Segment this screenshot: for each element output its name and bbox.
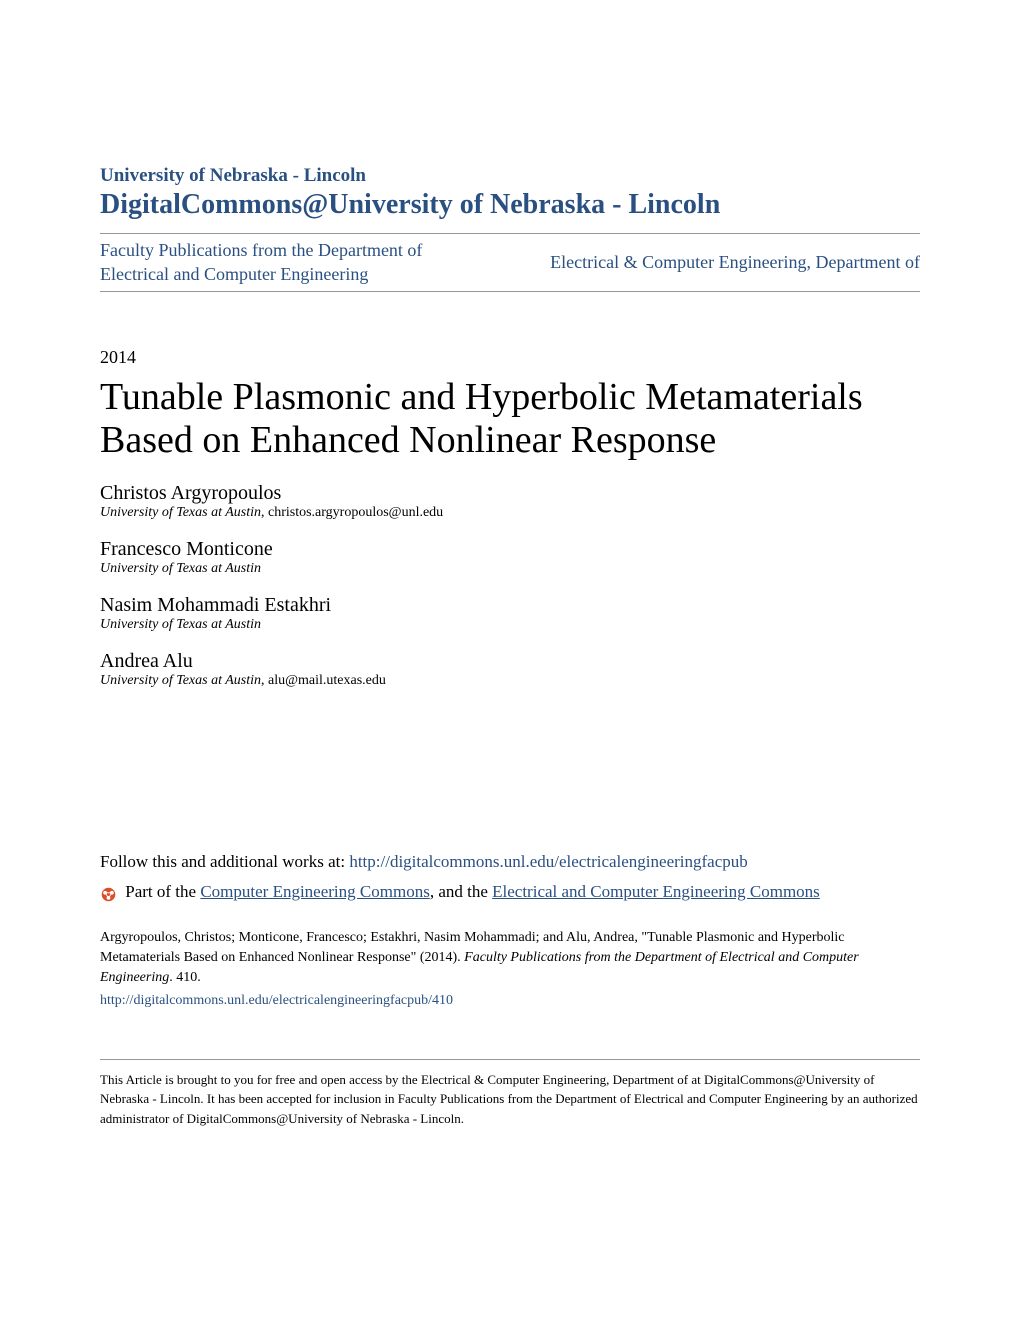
citation-text-2: . 410. <box>169 970 201 985</box>
network-icon <box>100 885 117 902</box>
citation-url-link[interactable]: http://digitalcommons.unl.edu/electrical… <box>100 991 920 1011</box>
and-the-text: , and the <box>430 882 492 901</box>
follow-url-link[interactable]: http://digitalcommons.unl.edu/electrical… <box>349 852 747 871</box>
author-block: Nasim Mohammadi Estakhri University of T… <box>100 593 920 633</box>
author-affiliation: University of Texas at Austin <box>100 617 920 633</box>
author-block: Christos Argyropoulos University of Texa… <box>100 481 920 521</box>
author-affiliation: University of Texas at Austin, alu@mail.… <box>100 673 920 689</box>
commons-link-1[interactable]: Computer Engineering Commons <box>200 882 429 901</box>
header-links-bar: Faculty Publications from the Department… <box>100 233 920 292</box>
author-block: Francesco Monticone University of Texas … <box>100 537 920 577</box>
footer-note: This Article is brought to you for free … <box>100 1059 920 1129</box>
citation-block: Argyropoulos, Christos; Monticone, Franc… <box>100 928 920 1011</box>
follow-line: Follow this and additional works at: htt… <box>100 849 920 875</box>
author-email: , alu@mail.utexas.edu <box>261 673 386 688</box>
author-name: Francesco Monticone <box>100 537 920 561</box>
header-section: University of Nebraska - Lincoln Digital… <box>100 165 920 292</box>
paper-title: Tunable Plasmonic and Hyperbolic Metamat… <box>100 376 920 463</box>
commons-link-2[interactable]: Electrical and Computer Engineering Comm… <box>492 882 820 901</box>
collection-link-line2: Electrical and Computer Engineering <box>100 264 368 284</box>
publication-year: 2014 <box>100 347 920 368</box>
institution-name[interactable]: University of Nebraska - Lincoln <box>100 165 920 187</box>
authors-list: Christos Argyropoulos University of Texa… <box>100 481 920 689</box>
author-name: Andrea Alu <box>100 649 920 673</box>
collection-link-line1: Faculty Publications from the Department… <box>100 240 422 260</box>
author-email: , christos.argyropoulos@unl.edu <box>261 505 443 520</box>
collection-link[interactable]: Faculty Publications from the Department… <box>100 238 422 287</box>
author-affiliation: University of Texas at Austin <box>100 561 920 577</box>
author-name: Christos Argyropoulos <box>100 481 920 505</box>
author-block: Andrea Alu University of Texas at Austin… <box>100 649 920 689</box>
author-name: Nasim Mohammadi Estakhri <box>100 593 920 617</box>
repository-name[interactable]: DigitalCommons@University of Nebraska - … <box>100 189 920 221</box>
author-affiliation: University of Texas at Austin, christos.… <box>100 505 920 521</box>
follow-prefix: Follow this and additional works at: <box>100 852 349 871</box>
department-link[interactable]: Electrical & Computer Engineering, Depar… <box>550 252 920 273</box>
part-prefix: Part of the <box>121 882 200 901</box>
follow-section: Follow this and additional works at: htt… <box>100 849 920 906</box>
commons-line: Part of the Computer Engineering Commons… <box>100 879 920 905</box>
